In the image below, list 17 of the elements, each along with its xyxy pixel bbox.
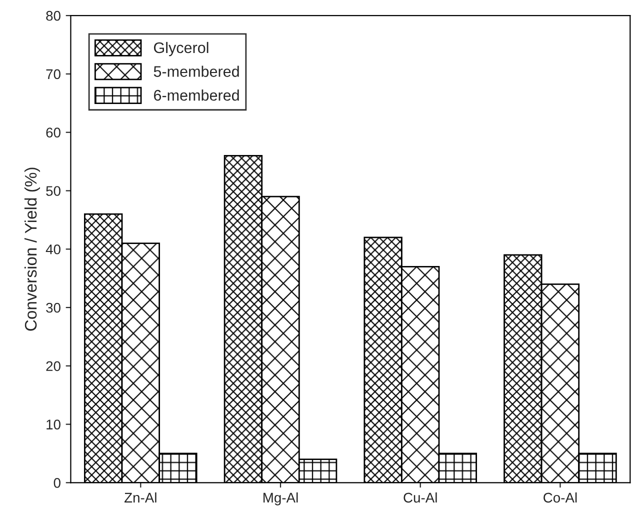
x-tick-label: Co-Al xyxy=(544,492,577,503)
x-tick-label: Cu-Al xyxy=(404,492,437,503)
y-tick-label: 20 xyxy=(46,361,60,372)
x-tick-label: Zn-Al xyxy=(124,492,156,502)
y-tick-label: 60 xyxy=(46,128,60,138)
legend-label: 5-membered xyxy=(154,66,239,77)
y-tick-label: 80 xyxy=(46,10,60,21)
y-tick-label: 30 xyxy=(46,302,60,313)
y-tick-label: 10 xyxy=(46,420,60,430)
y-tick-label: 40 xyxy=(46,244,60,254)
legend-label: 6-membered xyxy=(154,90,239,101)
y-axis-title: Conversion / Yield (%) xyxy=(24,168,40,331)
y-tick-label: 0 xyxy=(54,478,60,488)
y-tick-label: 70 xyxy=(46,69,60,80)
x-tick-label: Mg-Al xyxy=(264,492,298,506)
y-tick-label: 50 xyxy=(46,186,60,196)
legend-label: Glycerol xyxy=(154,42,208,56)
